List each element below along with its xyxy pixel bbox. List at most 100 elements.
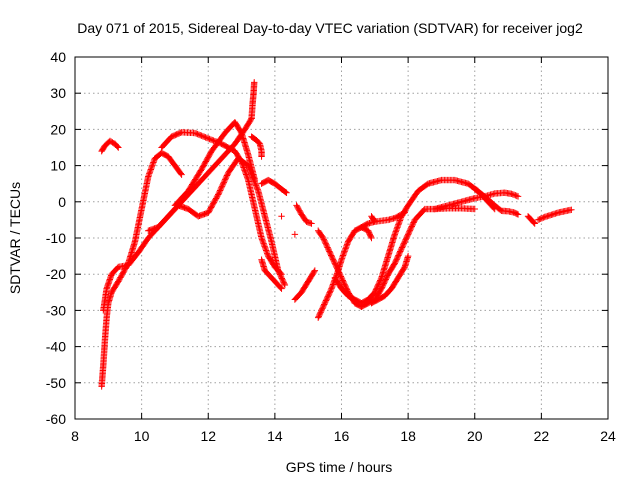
x-tick-label: 8: [71, 428, 79, 444]
data-point: [253, 183, 260, 191]
data-point: [394, 224, 401, 231]
y-tick-label: 10: [50, 158, 66, 174]
data-point: [238, 158, 245, 166]
data-point: [244, 175, 251, 182]
data-point: [145, 173, 152, 180]
data-point: [281, 281, 289, 289]
data-point: [262, 245, 269, 253]
data-point: [222, 175, 229, 182]
data-point: [371, 218, 379, 225]
series-arc-t: [368, 252, 412, 307]
data-point: [283, 189, 290, 196]
data-point: [240, 164, 247, 171]
data-point: [394, 222, 402, 230]
data-point: [197, 131, 204, 139]
x-tick-label: 10: [134, 428, 150, 444]
data-point: [148, 164, 155, 172]
y-tick-label: -50: [46, 375, 66, 391]
data-point: [342, 245, 349, 252]
y-axis-label: SDTVAR / TECUs: [7, 182, 23, 294]
data-point: [328, 284, 336, 291]
data-point: [209, 136, 216, 144]
data-point: [263, 250, 271, 257]
data-point: [291, 231, 299, 238]
data-point: [393, 227, 400, 234]
data-point: [334, 268, 341, 276]
data-point: [278, 285, 285, 292]
data-point: [194, 130, 201, 138]
data-point: [178, 171, 185, 178]
data-point: [220, 179, 228, 186]
data-point: [114, 143, 121, 150]
series-arc-c: [100, 115, 255, 314]
data-point: [215, 190, 223, 197]
data-point: [177, 170, 184, 177]
y-tick-label: -40: [46, 339, 66, 355]
data-point: [145, 171, 152, 179]
data-point: [333, 270, 341, 277]
data-point: [343, 242, 350, 249]
data-point: [238, 160, 246, 167]
series-arc-l: [293, 202, 315, 227]
series-arc-j: [258, 176, 290, 196]
data-point: [251, 79, 258, 86]
data-point: [150, 159, 157, 166]
data-point: [241, 167, 248, 174]
series-arc-x: [534, 206, 575, 224]
data-point: [340, 249, 348, 256]
data-point: [339, 253, 346, 261]
data-point: [254, 186, 261, 193]
y-ticks: -60 -50 -40 -30 -20 -10 0 10 20 30 40: [46, 49, 608, 427]
data-point: [207, 136, 215, 143]
data-point: [322, 240, 329, 247]
data-point: [323, 241, 330, 248]
data-point: [327, 286, 335, 294]
data-point: [397, 215, 404, 223]
data-point: [252, 181, 259, 188]
data-point: [377, 275, 385, 283]
series-arc-o: [314, 205, 478, 310]
data-point: [243, 172, 250, 180]
data-point: [244, 174, 251, 181]
data-point: [223, 173, 230, 181]
y-tick-label: 0: [58, 194, 66, 210]
data-point: [277, 269, 284, 277]
data-point: [329, 281, 337, 288]
data-point: [341, 248, 348, 255]
data-point: [328, 285, 335, 292]
data-point: [259, 237, 266, 244]
data-point: [146, 169, 154, 176]
data-point: [223, 172, 231, 179]
data-point: [115, 144, 122, 151]
data-point: [396, 218, 403, 226]
data-point: [370, 217, 378, 224]
data-point: [242, 171, 250, 178]
x-tick-label: 18: [400, 428, 416, 444]
data-point: [537, 215, 544, 222]
data-point: [321, 237, 328, 244]
x-tick-label: 16: [334, 428, 350, 444]
data-point: [342, 243, 350, 251]
data-point: [216, 187, 224, 194]
data-point: [261, 244, 269, 251]
series-arc-a: [98, 137, 122, 155]
data-point: [343, 241, 351, 248]
x-tick-label: 20: [467, 428, 483, 444]
y-tick-label: -20: [46, 266, 66, 282]
data-point: [320, 236, 328, 243]
y-tick-label: -60: [46, 411, 66, 427]
data-point: [149, 160, 157, 168]
y-tick-label: 30: [50, 85, 66, 101]
series-arc-d: [248, 79, 258, 122]
data-point: [253, 185, 261, 192]
y-tick-label: -30: [46, 302, 66, 318]
data-point: [214, 192, 221, 200]
data-point: [392, 228, 400, 235]
data-point: [221, 177, 228, 185]
data-point: [509, 191, 516, 198]
data-point: [195, 131, 203, 138]
data-point: [193, 130, 200, 137]
data-point: [148, 163, 156, 170]
data-point: [396, 217, 404, 224]
